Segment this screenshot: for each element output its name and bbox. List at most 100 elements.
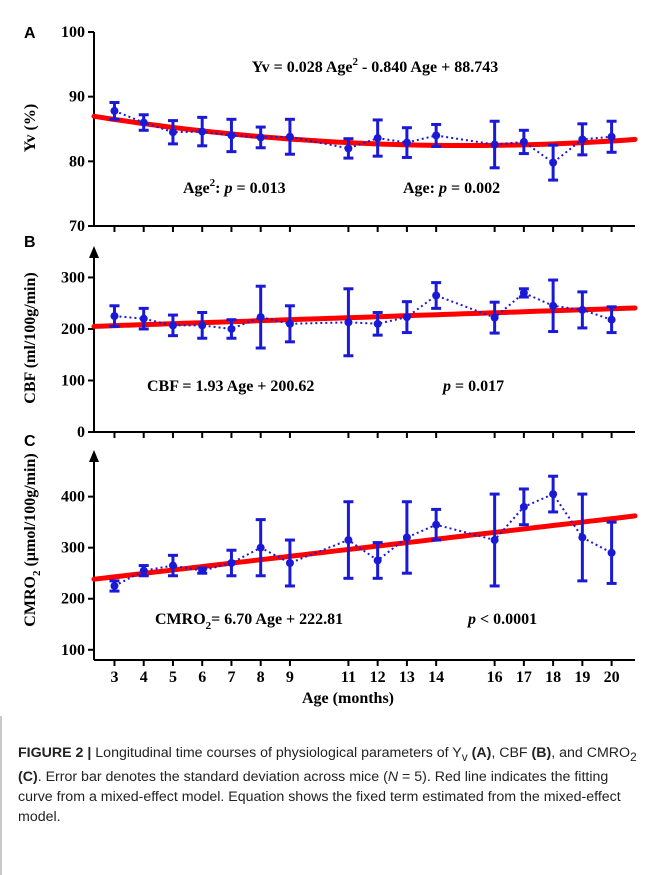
- caption-sub-2: 2: [630, 749, 637, 764]
- panel-a-data-point: [110, 106, 119, 115]
- panel-c-data-point: [402, 533, 411, 542]
- panel-a-chart: 70 80 90 100 Yv (%) Yv = 0.028 Age2 - 0.840…: [22, 24, 638, 235]
- panel-c-xtick-label: 7: [227, 669, 235, 686]
- panel-b-data-point: [519, 288, 528, 297]
- panel-a-age-p-annotation: Age: p = 0.002: [403, 180, 500, 197]
- panel-label-c: C: [24, 433, 36, 450]
- caption-ref-b: (B): [531, 745, 552, 761]
- figure-caption: FIGURE 2 | Longitudinal time courses of …: [18, 743, 642, 827]
- panel-b-equation: CBF = 1.93 Age + 200.62: [147, 378, 314, 395]
- panel-c-ylabel: CMRO2 (µmol/100g/min): [22, 453, 43, 626]
- panel-b-data-point: [578, 305, 587, 314]
- panel-c-data-point: [607, 548, 616, 557]
- panel-c-xtick-label: 19: [574, 669, 590, 686]
- panel-c-data-point: [168, 561, 177, 570]
- panel-c-fit-line: [91, 513, 638, 582]
- panel-a-data-point: [256, 133, 265, 142]
- panel-c-equation: CMRO2= 6.70 Age + 222.81: [155, 611, 343, 632]
- panel-c-data-point: [549, 490, 558, 499]
- caption-sub-v: v: [461, 749, 468, 764]
- caption-ref-c: (C): [18, 768, 38, 785]
- panel-c-data-point: [373, 556, 382, 565]
- panel-c-data-point: [198, 566, 207, 575]
- panel-b-y-axis-arrow: [89, 246, 99, 258]
- panel-b-ytick-label: 100: [61, 372, 85, 389]
- panel-a-age2-p-annotation: Age2: p = 0.013: [183, 177, 286, 197]
- panel-b-data-line: [114, 291, 612, 331]
- panel-b-ytick-label: 300: [61, 269, 85, 286]
- caption-text-1: Longitudinal time courses of physiologic…: [95, 745, 462, 761]
- panel-a-ytick-label: 80: [69, 153, 85, 170]
- panel-c-data-line: [114, 492, 613, 587]
- panel-b-data-point: [285, 319, 294, 328]
- panel-b-chart: 0 100 200 300 CBF (ml/100g/min) CBF = 1.93 …: [22, 246, 638, 441]
- panel-a-ylabel: Yv (%): [22, 104, 39, 152]
- panel-a-ytick-label: 100: [61, 24, 85, 41]
- caption-label: FIGURE 2 |: [18, 745, 96, 761]
- panel-a-data-point: [168, 128, 177, 137]
- panel-c-xlabel: Age (months): [302, 690, 394, 707]
- panel-a-data-point: [373, 134, 382, 143]
- panel-b-data-point: [549, 301, 558, 310]
- panel-a-data-line: [114, 109, 612, 164]
- panel-c-xtick-label: 14: [428, 669, 444, 686]
- panel-c-data-point: [344, 536, 353, 545]
- panel-b-data-point: [344, 318, 353, 327]
- panel-b-ylabel: CBF (ml/100g/min): [22, 272, 39, 403]
- panel-b-fit-line: [91, 305, 638, 329]
- panel-b-data-point: [432, 291, 441, 300]
- panel-c-ytick-label: 200: [61, 591, 85, 608]
- panel-c-ytick-label: 400: [61, 489, 85, 506]
- panel-b-data-point: [168, 321, 177, 330]
- panel-b-data-point: [198, 321, 207, 330]
- panel-c-xtick-label: 9: [286, 669, 294, 686]
- caption-text-2: , CBF: [491, 745, 532, 761]
- panel-c-chart: 100 200 300 400 3 4 5 6 7 8 9 11 12 13 14 16 17 18 19 20 CM…: [22, 450, 638, 707]
- panel-b-data-point: [490, 313, 499, 322]
- caption-text-5: = 5). Red line indicates the fitting cur…: [18, 768, 621, 825]
- panel-c-data-point: [256, 543, 265, 552]
- panel-b-data-point: [256, 313, 265, 322]
- panel-b-data-point: [402, 313, 411, 322]
- panel-label-a: A: [24, 25, 36, 42]
- panel-a-data-point: [578, 135, 587, 144]
- panel-a-data-point: [490, 140, 499, 149]
- panel-b-data-point: [227, 324, 236, 333]
- caption-text-3: , and CMRO: [551, 745, 631, 761]
- panel-a-data-point: [549, 158, 558, 167]
- panel-c-data-point: [519, 502, 528, 511]
- panel-a-ytick-label: 90: [69, 89, 85, 106]
- panel-a-data-point: [344, 144, 353, 153]
- panel-c-data-point: [227, 559, 236, 567]
- panel-a-data-point: [227, 131, 236, 140]
- panel-c-xtick-label: 12: [370, 669, 386, 686]
- panel-b-p-annotation: p = 0.017: [441, 378, 504, 395]
- panel-a-data-point: [402, 138, 411, 147]
- panel-b-ytick-label: 0: [77, 424, 85, 441]
- panel-c-ytick-label: 100: [61, 642, 85, 659]
- panel-c-xtick-label: 17: [516, 669, 532, 686]
- panel-b-data-point: [139, 314, 148, 323]
- panel-b-data-point: [607, 315, 616, 324]
- panel-c-y-axis-arrow: [89, 450, 99, 462]
- panel-c-data-point: [139, 566, 148, 575]
- panel-c-data-point: [110, 581, 119, 590]
- panel-c-xtick-label: 5: [169, 669, 177, 686]
- panel-c-xtick-label: 16: [487, 669, 503, 686]
- panel-c-data-point: [490, 536, 499, 545]
- panel-c-p-annotation: p < 0.0001: [466, 611, 537, 628]
- panel-label-b: B: [24, 234, 36, 251]
- panel-c-xtick-label: 6: [198, 669, 206, 686]
- panel-c-xtick-label: 11: [341, 669, 356, 686]
- panel-b-ytick-label: 200: [61, 321, 85, 338]
- panel-a-data-point: [198, 127, 207, 136]
- panel-a-ytick-label: 70: [69, 218, 85, 235]
- caption-n: N: [387, 768, 399, 785]
- panel-c-xtick-label: 3: [110, 669, 118, 686]
- panel-a-data-point: [139, 118, 148, 127]
- panel-a-data-point: [285, 132, 294, 141]
- panel-c-data-point: [432, 520, 441, 529]
- panel-c-data-point: [285, 559, 294, 567]
- panel-a-data-point: [432, 131, 441, 140]
